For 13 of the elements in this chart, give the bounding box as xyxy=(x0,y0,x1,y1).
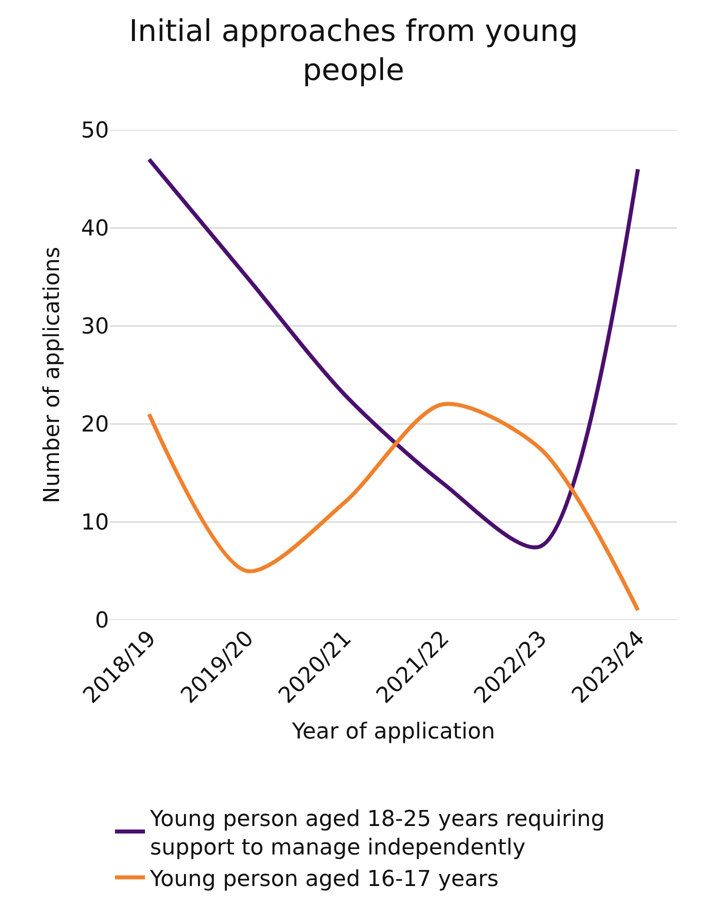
legend-label: Young person aged 16-17 years xyxy=(149,866,499,892)
chart-title: Initial approaches from young people xyxy=(128,14,578,88)
y-tick-label: 30 xyxy=(81,314,109,340)
y-tick-label: 0 xyxy=(95,608,109,634)
legend-label: Young person aged 18-25 years requiring support to manage independently xyxy=(149,806,605,860)
y-tick-label: 50 xyxy=(81,118,109,144)
y-tick-label: 40 xyxy=(81,216,109,242)
x-axis-title: Year of application xyxy=(290,720,496,745)
line-series xyxy=(147,157,640,550)
y-tick-label: 20 xyxy=(81,412,109,438)
line-series xyxy=(147,402,640,612)
y-tick-label: 10 xyxy=(81,510,109,536)
y-axis-title: Number of applications xyxy=(40,246,65,504)
